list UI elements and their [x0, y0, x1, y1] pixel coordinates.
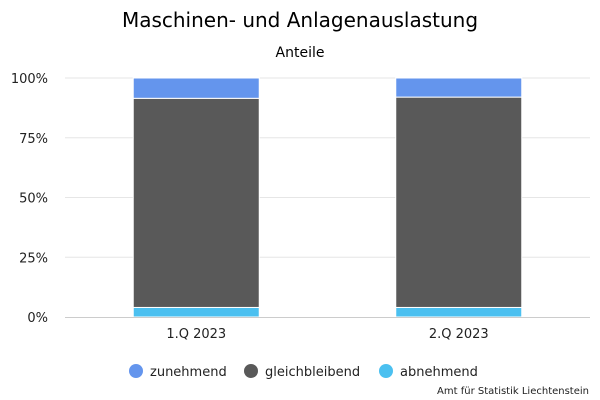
y-tick-label: 25%: [19, 251, 48, 266]
y-tick-label: 100%: [11, 72, 48, 87]
bar-segment-zunehmend: [132, 77, 260, 99]
legend-item-abnehmend[interactable]: abnehmend: [379, 364, 478, 380]
legend-label: abnehmend: [400, 365, 478, 380]
x-tick-label: 2.Q 2023: [429, 327, 489, 342]
legend-item-gleichbleibend[interactable]: gleichbleibend: [244, 364, 360, 380]
legend-label: zunehmend: [150, 365, 227, 380]
y-axis-ticks: 0% 25% 50% 75% 100%: [11, 72, 48, 326]
legend-item-zunehmend[interactable]: zunehmend: [129, 364, 227, 380]
chart-subtitle: Anteile: [276, 45, 325, 61]
chart-title: Maschinen- und Anlagenauslastung: [122, 8, 478, 32]
bar-segment-abnehmend: [395, 306, 523, 318]
legend: zunehmend gleichbleibend abnehmend: [129, 364, 478, 380]
legend-label: gleichbleibend: [265, 365, 360, 380]
x-tick-label: 1.Q 2023: [166, 327, 226, 342]
y-tick-label: 50%: [19, 192, 48, 207]
bars: [132, 77, 523, 318]
bar-segment-gleichbleibend: [132, 97, 260, 308]
bar-segment-zunehmend: [395, 77, 523, 98]
legend-swatch: [129, 364, 143, 378]
legend-swatch: [244, 364, 258, 378]
x-axis-ticks: 1.Q 2023 2.Q 2023: [166, 327, 488, 342]
y-tick-label: 0%: [27, 311, 48, 326]
bar-segment-gleichbleibend: [395, 96, 523, 308]
legend-swatch: [379, 364, 393, 378]
y-tick-label: 75%: [19, 132, 48, 147]
bar-segment-abnehmend: [132, 306, 260, 318]
chart-credit: Amt für Statistik Liechtenstein: [437, 386, 589, 397]
